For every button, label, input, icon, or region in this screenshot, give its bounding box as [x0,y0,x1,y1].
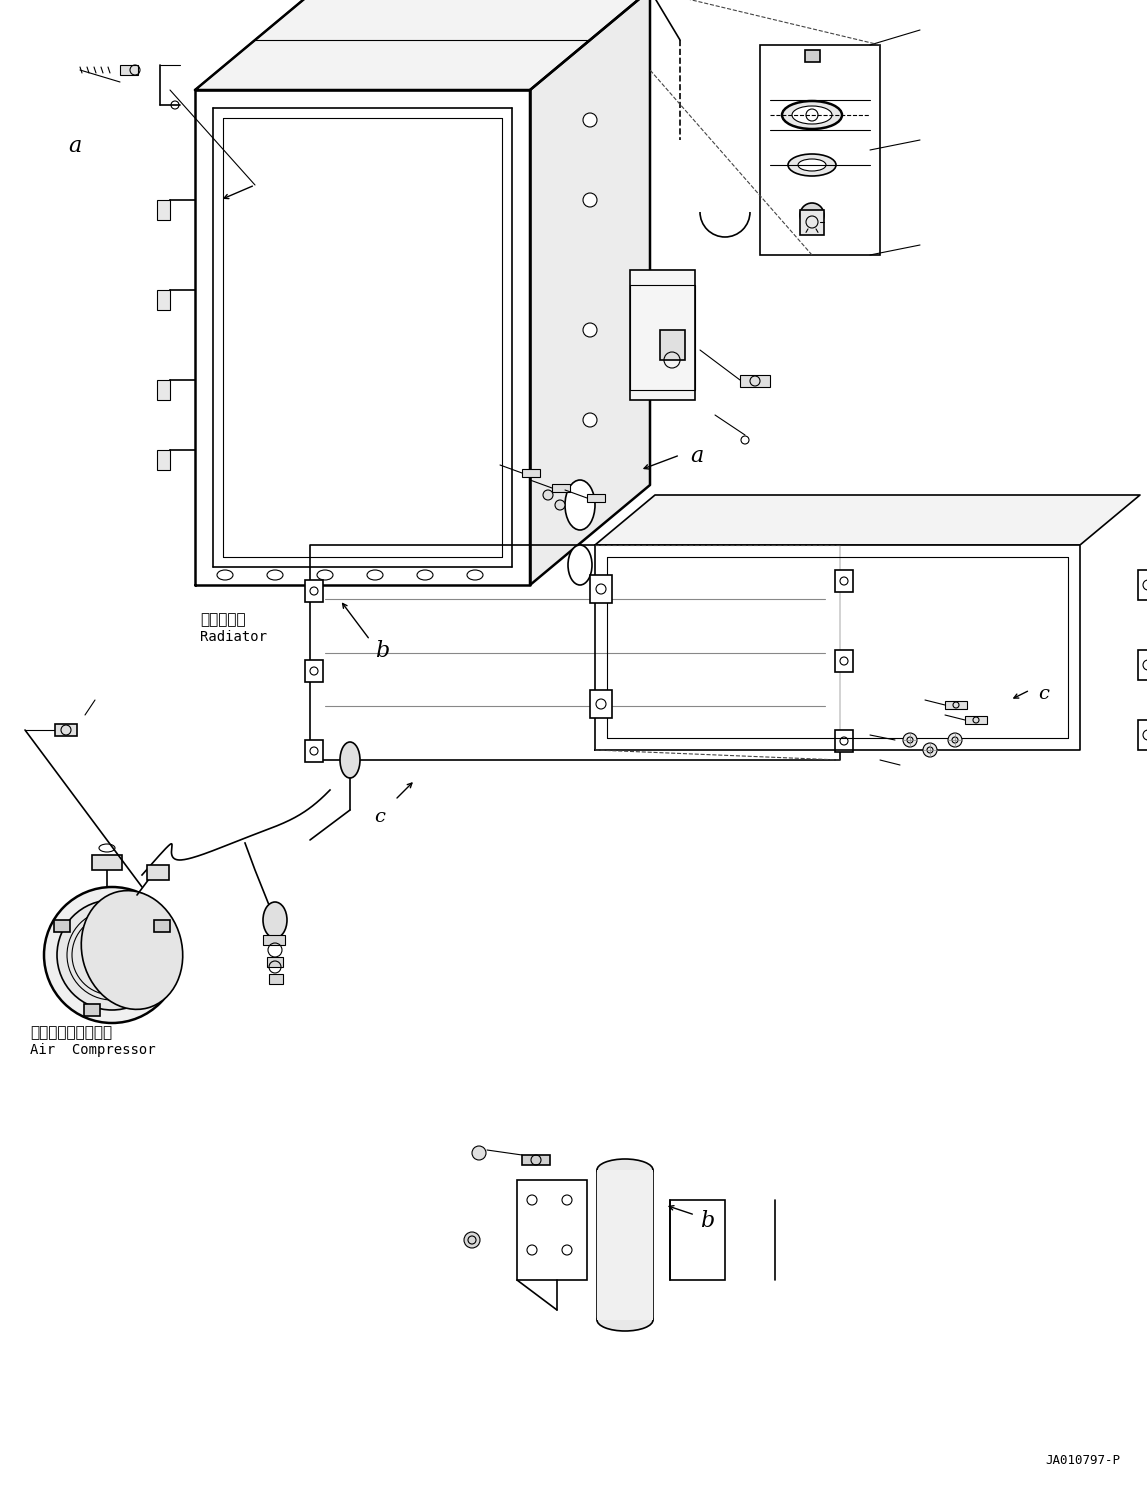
Bar [596,1170,653,1320]
Bar [660,330,685,360]
Bar [305,659,323,682]
Circle shape [57,900,167,1010]
Bar [92,855,122,870]
Bar [120,66,138,75]
Ellipse shape [263,903,287,938]
Polygon shape [195,0,650,90]
Ellipse shape [791,106,832,124]
Bar [1138,721,1147,750]
Ellipse shape [596,1159,653,1182]
Circle shape [583,322,596,337]
Bar [147,865,169,880]
Circle shape [583,113,596,127]
Polygon shape [310,545,840,759]
Bar [945,701,967,709]
Circle shape [84,927,140,983]
Circle shape [104,947,120,962]
Text: c: c [375,809,385,827]
Bar [1138,651,1147,680]
Circle shape [94,937,130,973]
Ellipse shape [596,1308,653,1331]
Bar [522,1155,551,1165]
Bar [590,689,612,718]
Bar [84,1004,100,1016]
Bar [835,651,853,671]
Bar [157,380,170,400]
Bar [517,1180,587,1280]
Bar [630,270,695,400]
Circle shape [583,413,596,427]
Bar [263,935,284,944]
Circle shape [555,500,565,510]
Bar [54,921,70,932]
Circle shape [543,489,553,500]
Bar [305,740,323,762]
Text: c: c [1038,685,1048,703]
Ellipse shape [568,545,592,585]
Text: Radiator: Radiator [200,630,267,645]
Bar [55,724,77,736]
Bar [157,200,170,219]
Bar [630,285,695,389]
Bar [587,494,604,501]
Bar [799,210,824,236]
Bar [740,374,770,386]
Ellipse shape [788,154,836,176]
Bar [552,483,570,492]
Bar [157,451,170,470]
Circle shape [923,743,937,756]
Text: b: b [700,1210,715,1232]
Polygon shape [530,0,650,585]
Bar [805,51,820,63]
Polygon shape [195,90,530,585]
Text: ラジエータ: ラジエータ [200,612,245,627]
Bar [965,716,988,724]
Ellipse shape [340,742,360,777]
Bar [270,974,283,985]
Bar [760,45,880,255]
Text: b: b [375,640,389,662]
Circle shape [44,888,180,1024]
Bar [835,730,853,752]
Ellipse shape [565,480,595,530]
Bar [154,921,170,932]
Text: a: a [69,134,81,157]
Bar [835,570,853,592]
Bar [522,468,540,477]
Circle shape [473,1146,486,1159]
Circle shape [799,203,824,227]
Text: エアーコンプレッサ: エアーコンプレッサ [30,1025,112,1040]
Ellipse shape [798,160,826,172]
Bar [267,956,283,967]
Polygon shape [595,495,1140,545]
Bar [157,289,170,310]
Text: a: a [690,445,703,467]
Bar [670,1200,725,1280]
Ellipse shape [782,101,842,128]
Text: Air  Compressor: Air Compressor [30,1043,156,1056]
Bar [1138,570,1147,600]
Circle shape [465,1232,479,1247]
Circle shape [583,192,596,207]
Polygon shape [595,545,1080,750]
Text: JA010797-P: JA010797-P [1045,1455,1119,1467]
Circle shape [903,733,916,747]
Circle shape [949,733,962,747]
Ellipse shape [81,891,182,1010]
Bar [590,574,612,603]
Bar [305,580,323,601]
